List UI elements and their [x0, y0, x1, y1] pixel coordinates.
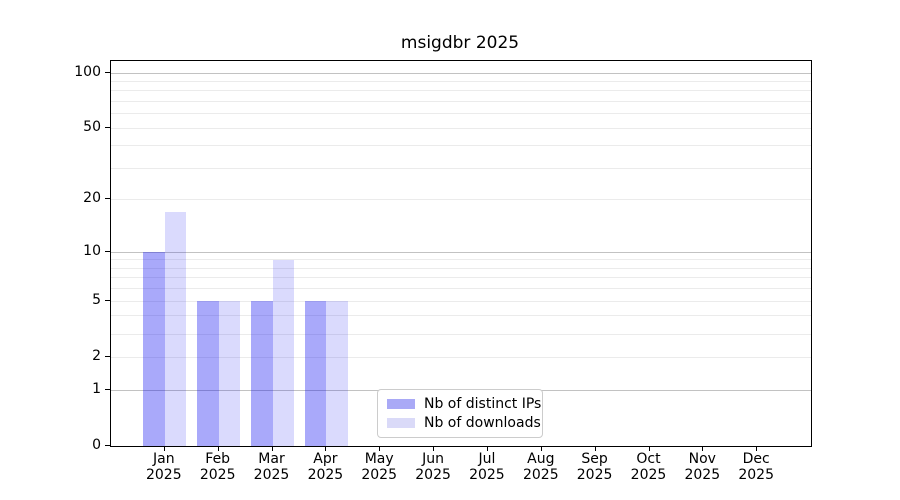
minor-gridline — [111, 168, 811, 169]
y-tick-label: 1 — [92, 380, 101, 397]
y-tick-mark — [105, 355, 110, 357]
y-tick-mark — [105, 299, 110, 301]
minor-gridline — [111, 267, 811, 269]
x-tick-mark — [433, 446, 435, 451]
legend-swatch-distinct-ips-icon — [387, 399, 415, 409]
y-tick-mark — [105, 250, 110, 252]
y-tick-label: 5 — [92, 291, 101, 308]
major-gridline — [111, 72, 811, 74]
x-tick-label: Aug 2025 — [522, 451, 559, 483]
y-tick-mark — [105, 126, 110, 128]
legend-swatch-downloads-icon — [387, 418, 415, 428]
minor-gridline — [111, 356, 811, 358]
y-tick-label: 0 — [92, 436, 101, 453]
bar-downloads — [272, 259, 294, 446]
major-gridline — [111, 251, 811, 253]
chart-title: msigdbr 2025 — [400, 33, 520, 53]
y-tick-label: 2 — [92, 347, 101, 364]
bar-distinct-ips — [304, 301, 327, 446]
x-tick-label: Jan 2025 — [145, 451, 182, 483]
y-tick-mark — [105, 198, 110, 200]
x-tick-mark — [702, 446, 704, 451]
minor-gridline — [111, 199, 811, 201]
x-tick-label: Feb 2025 — [199, 451, 236, 483]
y-tick-label: 100 — [74, 63, 101, 80]
bar-downloads — [326, 301, 348, 446]
x-tick-label: Nov 2025 — [684, 451, 721, 483]
bar-distinct-ips — [143, 252, 165, 446]
minor-gridline — [111, 113, 811, 115]
minor-gridline — [111, 101, 811, 102]
minor-gridline — [111, 80, 811, 82]
x-tick-label: Jun 2025 — [415, 451, 451, 483]
x-tick-label: Dec 2025 — [738, 451, 774, 483]
bar-distinct-ips — [251, 301, 273, 446]
minor-gridline — [111, 145, 811, 147]
x-tick-mark — [486, 446, 488, 451]
x-tick-label: Sep 2025 — [576, 451, 613, 483]
x-tick-mark — [163, 446, 165, 451]
y-tick-mark — [105, 444, 110, 446]
plot-area — [110, 60, 812, 447]
minor-gridline — [111, 127, 811, 129]
legend-item-downloads: Nb of downloads — [387, 415, 541, 431]
y-tick-mark — [105, 388, 110, 390]
minor-gridline — [111, 259, 811, 261]
minor-gridline — [111, 300, 811, 302]
y-tick-label: 10 — [83, 242, 101, 259]
bar-downloads — [218, 301, 241, 446]
bar-distinct-ips — [197, 301, 219, 446]
x-tick-label: May 2025 — [361, 451, 397, 483]
y-tick-mark — [105, 71, 110, 73]
legend: Nb of distinct IPs Nb of downloads — [377, 389, 543, 438]
x-tick-mark — [217, 446, 219, 451]
legend-label: Nb of downloads — [424, 415, 541, 431]
minor-gridline — [111, 288, 811, 290]
x-tick-label: Apr 2025 — [307, 451, 344, 483]
x-tick-mark — [594, 446, 596, 451]
minor-gridline — [111, 90, 811, 92]
bar-downloads — [164, 212, 187, 446]
x-tick-mark — [379, 446, 381, 451]
x-tick-label: Oct 2025 — [630, 451, 667, 483]
y-tick-label: 50 — [83, 118, 101, 135]
x-tick-mark — [325, 446, 327, 451]
x-tick-mark — [756, 446, 758, 451]
x-tick-mark — [271, 446, 273, 451]
y-tick-label: 20 — [83, 190, 101, 207]
x-tick-label: Mar 2025 — [253, 451, 290, 483]
minor-gridline — [111, 315, 811, 317]
x-tick-mark — [540, 446, 542, 451]
legend-label: Nb of distinct IPs — [424, 396, 542, 412]
x-tick-mark — [648, 446, 650, 451]
minor-gridline — [111, 333, 811, 335]
x-tick-label: Jul 2025 — [469, 451, 505, 483]
legend-item-distinct-ips: Nb of distinct IPs — [387, 396, 541, 412]
minor-gridline — [111, 277, 811, 279]
